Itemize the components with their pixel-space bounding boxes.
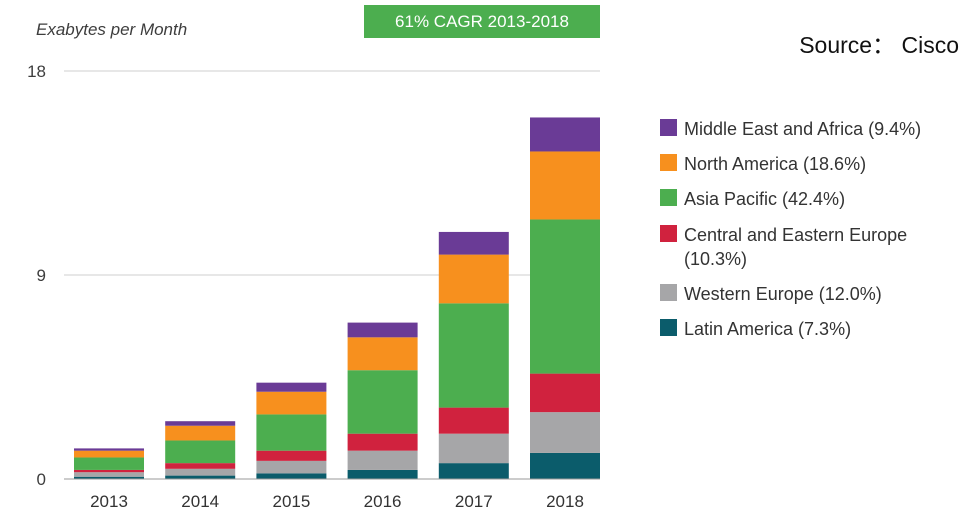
bar-2014-central-and-eastern-europe [165,463,236,469]
bar-2013-asia-pacific [74,457,144,470]
y-tick-label-0: 0 [37,470,46,489]
bar-2015-central-and-eastern-europe [256,450,327,461]
bar-2018-western-europe [530,412,600,453]
legend-swatch [660,225,677,242]
source-label: Source： Cisco [799,32,959,58]
bar-2013-middle-east-and-africa [74,448,144,451]
y-tick-label-9: 9 [37,266,46,285]
legend-swatch [660,319,677,336]
bar-2016-middle-east-and-africa [347,322,418,338]
bar-2017-middle-east-and-africa [438,231,509,255]
legend-label: Middle East and Africa (9.4%) [684,119,922,139]
y-axis-title: Exabytes per Month [36,20,188,39]
bar-2017-asia-pacific [438,303,509,408]
bar-2018-latin-america [530,452,600,479]
bar-2017-latin-america [438,463,509,479]
bar-2017-north-america [438,254,509,304]
bar-2015-latin-america [256,473,327,479]
y-tick-label-18: 18 [27,62,46,81]
bar-2014-western-europe [165,468,236,476]
legend-swatch [660,189,677,206]
legend-label: Central and Eastern Europe (10.3%) [684,225,908,269]
legend-swatch [660,284,677,301]
cagr-badge: 61% CAGR 2013-2018 [364,5,600,38]
bar-2016-north-america [347,337,418,371]
bar-2015-north-america [256,391,327,415]
bar-2018-north-america [530,151,600,220]
bar-2015-asia-pacific [256,414,327,451]
bar-2016-latin-america [347,469,418,479]
legend-item-central-and-eastern-europe: Central and Eastern Europe (10.3%) [660,223,954,271]
x-tick-label-2018: 2018 [546,492,584,511]
bar-2015-western-europe [256,460,327,474]
bar-2018-middle-east-and-africa [530,117,600,152]
bar-2016-asia-pacific [347,370,418,434]
bar-2016-central-and-eastern-europe [347,433,418,451]
bar-2013-central-and-eastern-europe [74,469,144,473]
legend-item-north-america: North America (18.6%) [660,152,954,176]
legend-label: Asia Pacific (42.4%) [684,189,846,209]
legend-item-middle-east-and-africa: Middle East and Africa (9.4%) [660,117,954,141]
legend-item-latin-america: Latin America (7.3%) [660,317,954,341]
bar-2018-asia-pacific [530,219,600,374]
legend-label: Western Europe (12.0%) [684,284,882,304]
bar-2014-middle-east-and-africa [165,421,236,426]
x-tick-label-2017: 2017 [455,492,493,511]
bar-2018-central-and-eastern-europe [530,373,600,413]
x-tick-label-2016: 2016 [364,492,402,511]
legend-item-asia-pacific: Asia Pacific (42.4%) [660,187,954,211]
legend-label: North America (18.6%) [684,154,867,174]
bar-2013-latin-america [74,476,144,479]
bar-2014-asia-pacific [165,440,236,464]
legend-item-western-europe: Western Europe (12.0%) [660,282,954,306]
bar-2017-central-and-eastern-europe [438,407,509,434]
x-tick-label-2015: 2015 [272,492,310,511]
legend-swatch [660,119,677,136]
bar-2015-middle-east-and-africa [256,382,327,392]
bar-2013-western-europe [74,472,144,477]
bar-2014-latin-america [165,475,236,479]
x-tick-label-2013: 2013 [90,492,128,511]
bar-2017-western-europe [438,433,509,464]
bar-2016-western-europe [347,450,418,470]
bar-2013-north-america [74,450,144,458]
legend-label: Latin America (7.3%) [684,319,852,339]
bar-2014-north-america [165,425,236,441]
x-tick-label-2014: 2014 [181,492,219,511]
legend-swatch [660,154,677,171]
